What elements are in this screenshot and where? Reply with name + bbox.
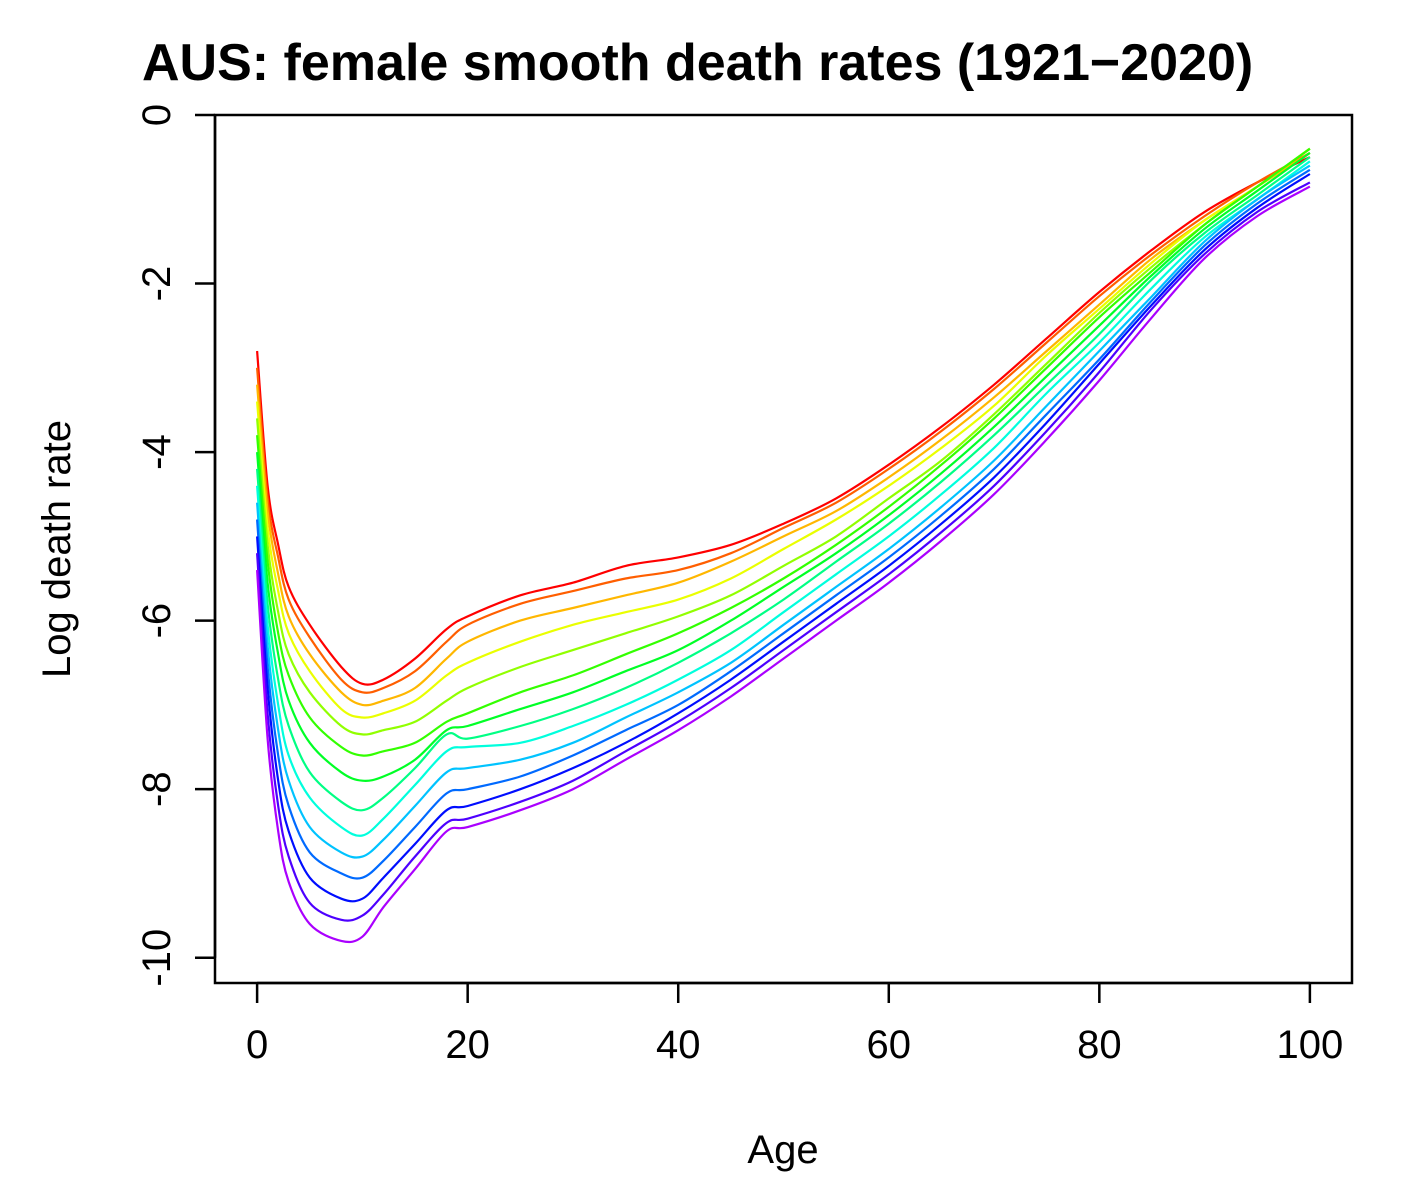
- x-axis-label: Age: [747, 1128, 818, 1172]
- y-tick-label: -4: [135, 434, 179, 470]
- series-line: [256, 164, 1311, 859]
- plot-area: [256, 147, 1311, 944]
- series-line: [256, 147, 1311, 719]
- chart-title: AUS: female smooth death rates (1921−202…: [142, 34, 1253, 92]
- series-line: [256, 173, 1311, 903]
- x-tick-label: 40: [656, 1023, 701, 1067]
- y-axis: 0 -2 -4 -6 -8 -10: [135, 104, 217, 987]
- series-line: [256, 151, 1311, 707]
- x-tick-label: 60: [867, 1023, 912, 1067]
- series-line: [256, 151, 1311, 694]
- y-axis-label: Log death rate: [35, 420, 79, 678]
- series-line: [256, 156, 1311, 812]
- series-line: [256, 156, 1311, 686]
- x-tick-label: 100: [1277, 1023, 1344, 1067]
- series-line: [256, 152, 1311, 782]
- series-line: [256, 168, 1311, 880]
- x-tick-label: 0: [246, 1023, 268, 1067]
- series-line: [256, 185, 1311, 944]
- x-tick-label: 20: [445, 1023, 490, 1067]
- y-tick-label: -2: [135, 266, 179, 302]
- y-tick-label: -10: [135, 929, 179, 987]
- y-tick-label: -6: [135, 603, 179, 639]
- y-tick-label: 0: [135, 104, 179, 126]
- y-tick-label: -8: [135, 771, 179, 807]
- series-line: [256, 160, 1311, 837]
- x-axis: 0 20 40 60 80 100: [246, 981, 1344, 1067]
- series-line: [256, 181, 1311, 922]
- series-line: [256, 147, 1311, 736]
- series-line: [256, 147, 1311, 757]
- x-tick-label: 80: [1077, 1023, 1122, 1067]
